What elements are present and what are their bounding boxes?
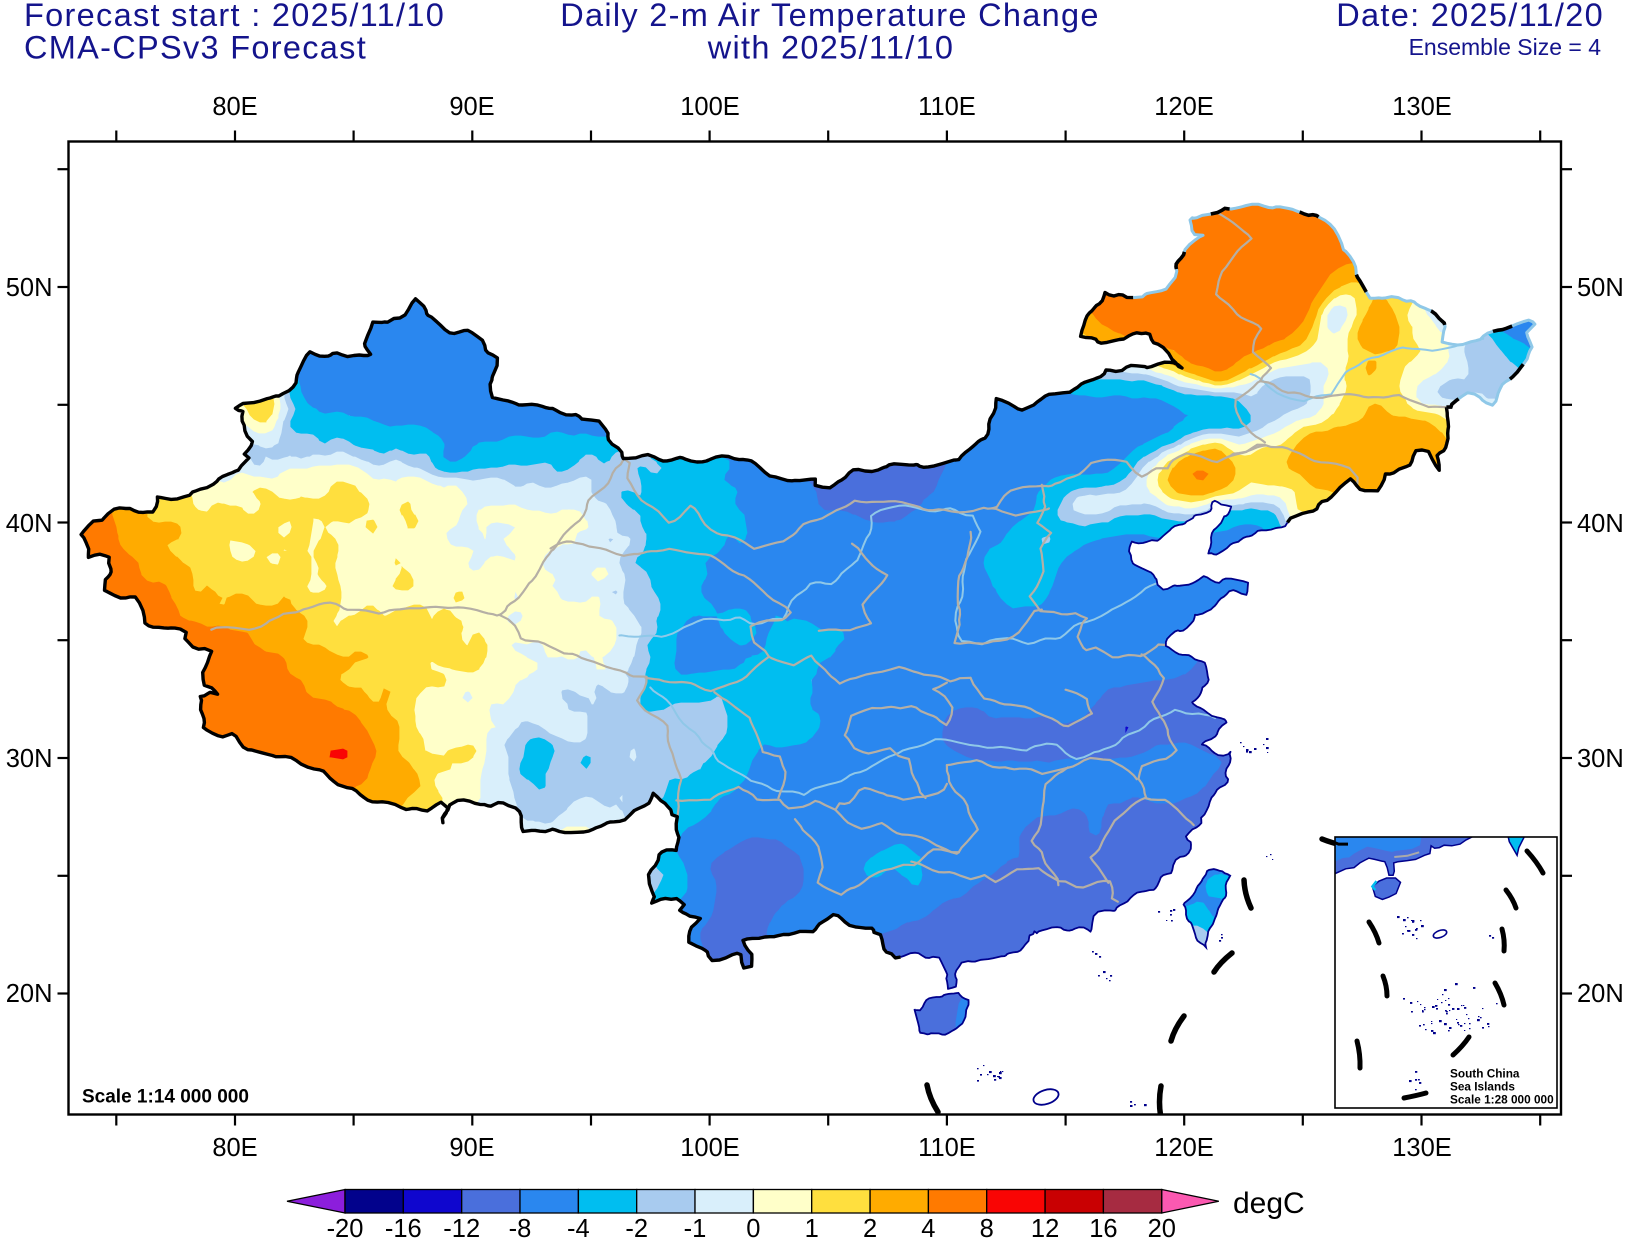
svg-text:Ensemble Size = 4: Ensemble Size = 4 bbox=[1409, 34, 1602, 60]
svg-text:90E: 90E bbox=[449, 1134, 494, 1162]
svg-text:Scale 1:28 000 000: Scale 1:28 000 000 bbox=[1450, 1093, 1554, 1107]
svg-text:20N: 20N bbox=[6, 980, 53, 1008]
svg-text:120E: 120E bbox=[1154, 93, 1214, 121]
svg-text:80E: 80E bbox=[212, 1134, 257, 1162]
svg-text:40N: 40N bbox=[6, 510, 53, 538]
svg-text:2: 2 bbox=[863, 1215, 877, 1241]
svg-text:50N: 50N bbox=[1577, 274, 1624, 302]
svg-text:-12: -12 bbox=[443, 1215, 480, 1241]
svg-text:20N: 20N bbox=[1577, 980, 1624, 1008]
svg-text:16: 16 bbox=[1089, 1215, 1117, 1241]
svg-text:-2: -2 bbox=[625, 1215, 648, 1241]
svg-text:South China: South China bbox=[1450, 1067, 1520, 1081]
svg-text:CMA-CPSv3 Forecast: CMA-CPSv3 Forecast bbox=[24, 30, 367, 66]
svg-text:Daily 2-m Air Temperature Chan: Daily 2-m Air Temperature Change bbox=[560, 0, 1100, 33]
svg-text:-20: -20 bbox=[327, 1215, 364, 1241]
svg-text:12: 12 bbox=[1031, 1215, 1059, 1241]
svg-text:110E: 110E bbox=[918, 93, 976, 121]
svg-text:20: 20 bbox=[1148, 1215, 1176, 1241]
svg-text:with 2025/11/10: with 2025/11/10 bbox=[707, 30, 955, 66]
svg-text:1: 1 bbox=[805, 1215, 819, 1241]
svg-text:130E: 130E bbox=[1392, 93, 1452, 121]
svg-text:100E: 100E bbox=[680, 93, 740, 121]
svg-text:-4: -4 bbox=[567, 1215, 590, 1241]
svg-text:-1: -1 bbox=[684, 1215, 707, 1241]
svg-text:-16: -16 bbox=[385, 1215, 422, 1241]
svg-text:30N: 30N bbox=[6, 745, 53, 773]
svg-text:40N: 40N bbox=[1577, 510, 1624, 538]
svg-text:0: 0 bbox=[746, 1215, 760, 1241]
svg-text:90E: 90E bbox=[449, 93, 494, 121]
svg-text:30N: 30N bbox=[1577, 745, 1624, 773]
svg-text:120E: 120E bbox=[1154, 1134, 1214, 1162]
svg-text:Forecast start : 2025/11/10: Forecast start : 2025/11/10 bbox=[24, 0, 445, 33]
svg-text:4: 4 bbox=[921, 1215, 935, 1241]
svg-text:Sea Islands: Sea Islands bbox=[1450, 1080, 1515, 1094]
svg-text:Date: 2025/11/20: Date: 2025/11/20 bbox=[1336, 0, 1604, 33]
svg-text:8: 8 bbox=[980, 1215, 994, 1241]
svg-text:-8: -8 bbox=[509, 1215, 532, 1241]
svg-text:100E: 100E bbox=[680, 1134, 740, 1162]
svg-text:Scale 1:14 000 000: Scale 1:14 000 000 bbox=[82, 1087, 249, 1108]
svg-text:degC: degC bbox=[1233, 1187, 1305, 1220]
svg-text:130E: 130E bbox=[1392, 1134, 1452, 1162]
svg-text:110E: 110E bbox=[918, 1134, 976, 1162]
svg-text:80E: 80E bbox=[212, 93, 257, 121]
svg-text:50N: 50N bbox=[6, 274, 53, 302]
